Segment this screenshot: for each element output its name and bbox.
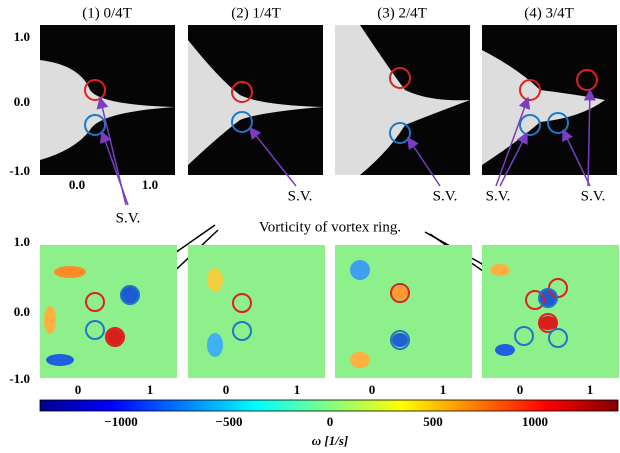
x-tick-label: 0.0	[69, 177, 85, 192]
colorbar-tick: 1000	[522, 414, 548, 429]
colorbar-tick: 500	[423, 414, 443, 429]
sv-label: S.V.	[433, 188, 458, 204]
x-tick-label: 1.0	[142, 177, 158, 192]
y-tick-label: 1.0	[14, 29, 30, 44]
x-tick-label: 1	[587, 382, 594, 397]
x-tick-label: 1	[440, 382, 447, 397]
x-tick-label: 1	[294, 382, 301, 397]
colorbar-tick: −500	[216, 414, 243, 429]
panel-title: (3) 2/4T	[377, 5, 427, 21]
sv-label: S.V.	[581, 188, 606, 204]
panel-title: (4) 3/4T	[524, 5, 574, 21]
x-tick-label: 0	[369, 382, 376, 397]
panel-title: (1) 0/4T	[82, 5, 132, 21]
figure: (1) 0/4T (2) 1/4T (3) 2/4T (4) 3/4T 1.0 …	[0, 0, 620, 453]
x-tick-label: 0	[75, 382, 82, 397]
colorbar	[40, 400, 618, 411]
y-tick-label: 0.0	[14, 304, 30, 319]
sv-label: S.V.	[288, 188, 313, 204]
sv-label: S.V.	[116, 210, 141, 226]
colorbar-tick: 0	[327, 414, 334, 429]
x-tick-label: 0	[223, 382, 230, 397]
y-tick-label: 0.0	[14, 94, 30, 109]
y-tick-label: 1.0	[14, 234, 30, 249]
page: (1) 0/4T (2) 1/4T (3) 2/4T (4) 3/4T 1.0 …	[0, 0, 620, 453]
x-tick-label: 0	[517, 382, 524, 397]
colorbar-tick: −1000	[104, 414, 137, 429]
colorbar-label: ω [1/s]	[312, 433, 348, 448]
sv-label: S.V.	[486, 188, 511, 204]
vorticity-fields	[40, 245, 619, 378]
annotation: Vorticity of vortex ring.	[259, 219, 401, 235]
x-tick-label: 1	[147, 382, 154, 397]
panel-title: (2) 1/4T	[231, 5, 281, 21]
y-tick-label: -1.0	[9, 163, 30, 178]
y-tick-label: -1.0	[9, 371, 30, 386]
